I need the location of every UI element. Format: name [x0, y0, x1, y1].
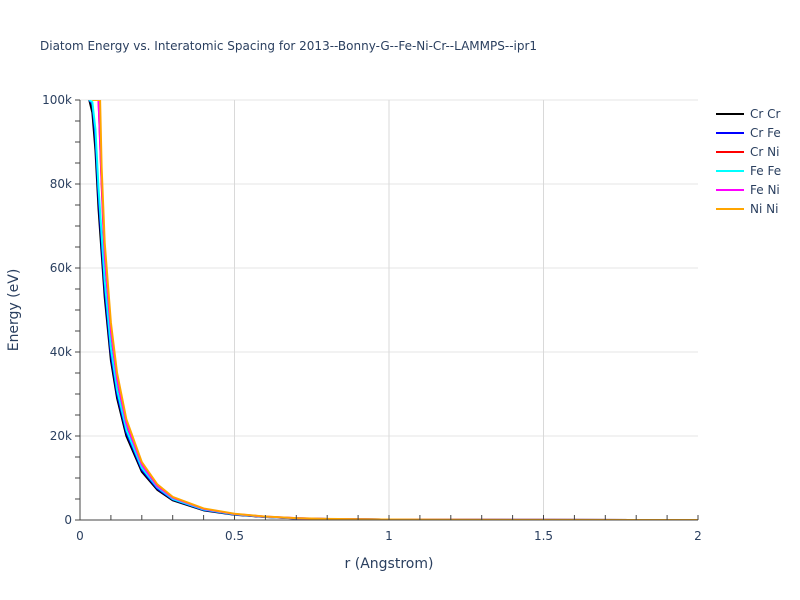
- legend-item-fe-ni[interactable]: Fe Ni: [716, 183, 780, 197]
- series-lines: [88, 100, 698, 520]
- chart-title: Diatom Energy vs. Interatomic Spacing fo…: [40, 39, 537, 53]
- x-tick-label: 2: [694, 529, 702, 543]
- y-tick-label: 100k: [42, 93, 72, 107]
- y-tick-label: 20k: [50, 429, 72, 443]
- legend-label: Cr Ni: [750, 145, 779, 159]
- series-line-fe-fe: [88, 100, 698, 520]
- legend-label: Cr Cr: [750, 107, 781, 121]
- legend-label: Cr Fe: [750, 126, 781, 140]
- x-tick-label: 0.5: [225, 529, 244, 543]
- series-line-cr-ni: [92, 100, 698, 520]
- y-tick-label: 60k: [50, 261, 72, 275]
- x-tick-label: 0: [76, 529, 84, 543]
- x-tick-label: 1.5: [534, 529, 553, 543]
- legend-label: Ni Ni: [750, 202, 778, 216]
- legend[interactable]: Cr Cr Cr Fe Cr Ni Fe Fe Fe Ni Ni Ni: [716, 107, 781, 216]
- series-line-cr-fe: [88, 100, 698, 520]
- gridlines: [80, 99, 698, 520]
- legend-label: Fe Fe: [750, 164, 781, 178]
- y-axis-ticks: 0 20k 40k 60k 80k 100k: [42, 93, 72, 527]
- legend-item-cr-ni[interactable]: Cr Ni: [716, 145, 779, 159]
- legend-item-ni-ni[interactable]: Ni Ni: [716, 202, 778, 216]
- series-line-ni-ni: [92, 100, 698, 520]
- y-tick-label: 0: [64, 513, 72, 527]
- y-tick-label: 80k: [50, 177, 72, 191]
- series-line-cr-cr: [88, 100, 698, 520]
- y-axis-title: Energy (eV): [6, 269, 22, 352]
- axes: [75, 99, 699, 521]
- legend-item-fe-fe[interactable]: Fe Fe: [716, 164, 781, 178]
- x-axis-title: r (Angstrom): [345, 556, 434, 572]
- x-tick-label: 1: [385, 529, 393, 543]
- y-tick-label: 40k: [50, 345, 72, 359]
- legend-label: Fe Ni: [750, 183, 780, 197]
- series-line-fe-ni: [92, 100, 698, 520]
- x-axis-ticks: 0 0.5 1 1.5 2: [76, 529, 702, 543]
- legend-item-cr-fe[interactable]: Cr Fe: [716, 126, 781, 140]
- legend-item-cr-cr[interactable]: Cr Cr: [716, 107, 781, 121]
